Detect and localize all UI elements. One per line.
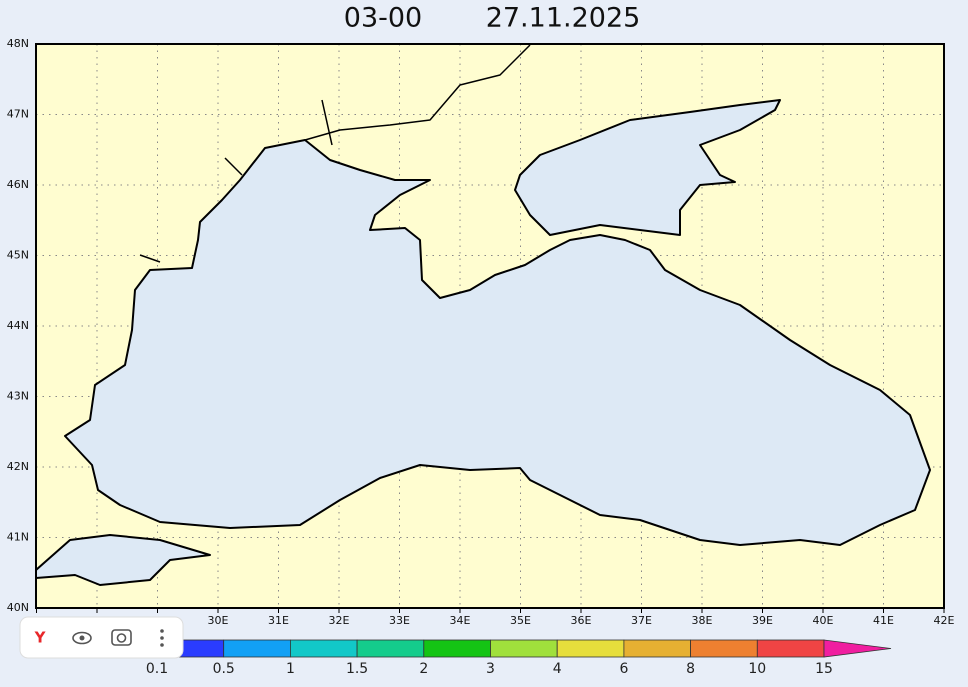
colorbar-label: 3 <box>486 661 495 677</box>
colorbar-segment <box>223 639 291 658</box>
time: 03-00 <box>344 3 422 34</box>
colorbar-segment <box>490 639 558 658</box>
lat-label: 40N <box>7 601 29 614</box>
colorbar-segment <box>356 639 425 658</box>
lon-label: 30E <box>208 614 229 627</box>
toolbar-bg <box>19 616 184 659</box>
lon-label: 37E <box>631 614 652 627</box>
lon-label: 41E <box>873 614 894 627</box>
lon-label: 35E <box>510 614 531 627</box>
menu-icon[interactable] <box>160 629 164 647</box>
colorbar-segment <box>756 639 825 658</box>
black-sea <box>64 139 931 546</box>
lon-label: 42E <box>934 614 955 627</box>
colorbar-arrow <box>823 639 892 658</box>
lon-label: 38E <box>692 614 713 627</box>
colorbar-segment <box>556 639 625 658</box>
colorbar-segment <box>423 639 491 658</box>
rivers <box>139 44 531 263</box>
lon-label: 36E <box>571 614 592 627</box>
colorbar-label: 6 <box>619 661 628 677</box>
colorbar-label: 1.5 <box>346 661 368 677</box>
lon-label: 32E <box>329 614 350 627</box>
colorbar-label: 4 <box>553 661 562 677</box>
colorbar-segment <box>623 639 692 658</box>
lat-label: 46N <box>7 178 29 191</box>
eye-icon[interactable] <box>72 631 92 645</box>
lat-label: 44N <box>7 319 29 332</box>
lon-label: 39E <box>752 614 773 627</box>
browser-toolbar[interactable]: Y <box>19 616 184 659</box>
date: 27.11.2025 <box>486 3 641 34</box>
camera-icon[interactable] <box>111 629 132 646</box>
colorbar-label: 2 <box>419 661 428 677</box>
lat-label: 43N <box>7 390 29 403</box>
colorbar-label: 8 <box>686 661 695 677</box>
lon-label: 31E <box>268 614 289 627</box>
colorbar-label: 0.5 <box>213 661 235 677</box>
lon-label: 33E <box>389 614 410 627</box>
colorbar-label: 10 <box>748 661 766 677</box>
sea-of-azov <box>514 99 781 236</box>
lat-label: 47N <box>7 108 29 121</box>
lon-label: 40E <box>813 614 834 627</box>
camera-lens <box>116 633 127 643</box>
colorbar-segment <box>289 639 358 658</box>
lat-label: 42N <box>7 460 29 473</box>
map-frame <box>35 43 945 609</box>
sea-of-marmara <box>36 534 211 586</box>
colorbar-label: 1 <box>286 661 295 677</box>
lat-label: 45N <box>7 249 29 262</box>
lat-label: 41N <box>7 531 29 544</box>
lon-label: 34E <box>450 614 471 627</box>
yandex-icon[interactable]: Y <box>34 629 47 647</box>
colorbar-label: 15 <box>815 661 833 677</box>
colorbar-segment <box>690 639 758 658</box>
lat-label: 48N <box>7 37 29 50</box>
colorbar-label: 0.1 <box>146 661 168 677</box>
eye-pupil <box>79 635 85 641</box>
